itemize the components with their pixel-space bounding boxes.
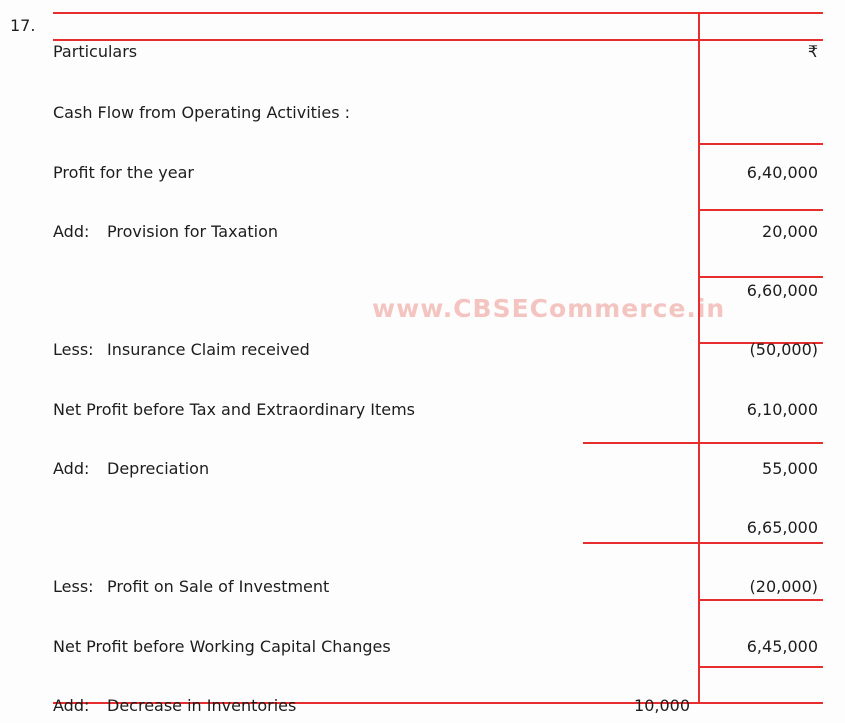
subtotal-rule-5-wide	[583, 442, 823, 444]
row-label: Profit on Sale of Investment	[107, 577, 330, 596]
table-row: Less: Profit on Sale of Investment (20,0…	[0, 574, 823, 600]
table-top-border	[53, 12, 823, 14]
row-amount: 6,65,000	[746, 518, 818, 537]
row-amount: 20,000	[762, 222, 818, 241]
subtotal-rule-4	[698, 342, 823, 344]
row-prefix: Less:	[53, 340, 94, 359]
row-label: Cash Flow from Operating Activities :	[53, 103, 351, 122]
table-row: 6,60,000	[0, 278, 823, 304]
row-amount: 6,45,000	[746, 637, 818, 656]
row-label: Depreciation	[107, 459, 210, 478]
row-label: Net Profit before Working Capital Change…	[53, 637, 391, 656]
row-prefix: Add:	[53, 222, 90, 241]
question-number: 17.	[10, 16, 36, 35]
row-prefix: Add:	[53, 459, 90, 478]
table-row: Less: Insurance Claim received (50,000)	[0, 337, 823, 363]
header-particulars: Particulars	[53, 42, 138, 61]
row-prefix: Less:	[53, 577, 94, 596]
subtotal-rule-2	[698, 209, 823, 211]
row-amount: 6,40,000	[746, 163, 818, 182]
rupee-symbol: ₹	[807, 42, 818, 61]
subtotal-rule-6-wide	[583, 542, 823, 544]
table-row: Add: Decrease in Inventories 10,000	[0, 693, 823, 719]
table-row: Profit for the year 6,40,000	[0, 160, 823, 186]
row-label: Profit for the year	[53, 163, 194, 182]
table-row: Cash Flow from Operating Activities :	[0, 100, 823, 126]
subtotal-rule-1	[698, 143, 823, 145]
table-row: Add: Provision for Taxation 20,000	[0, 219, 823, 245]
row-label: Provision for Taxation	[107, 222, 279, 241]
row-amount: 6,60,000	[746, 281, 818, 300]
row-amount: (50,000)	[749, 340, 818, 359]
header-bottom-border	[53, 39, 823, 41]
table-row: Add: Depreciation 55,000	[0, 456, 823, 482]
subtotal-rule-8	[698, 666, 823, 668]
table-row: Net Profit before Tax and Extraordinary …	[0, 397, 823, 423]
table-row: Net Profit before Working Capital Change…	[0, 634, 823, 660]
subtotal-rule-3	[698, 276, 823, 278]
table-row: 6,65,000	[0, 515, 823, 541]
watermark-text: www.CBSECommerce.in	[372, 294, 726, 323]
subtotal-rule-7	[698, 599, 823, 601]
amount-column-divider	[698, 12, 700, 704]
row-amount: (20,000)	[749, 577, 818, 596]
row-prefix: Add:	[53, 696, 90, 715]
row-amount: 55,000	[762, 459, 818, 478]
row-label: Insurance Claim received	[107, 340, 310, 359]
table-bottom-border	[53, 702, 823, 704]
row-amount: 6,10,000	[746, 400, 818, 419]
row-label: Decrease in Inventories	[107, 696, 297, 715]
row-label: Net Profit before Tax and Extraordinary …	[53, 400, 415, 419]
row-inner-amount: 10,000	[634, 696, 690, 715]
table-header-row: Particulars ₹	[0, 39, 823, 65]
